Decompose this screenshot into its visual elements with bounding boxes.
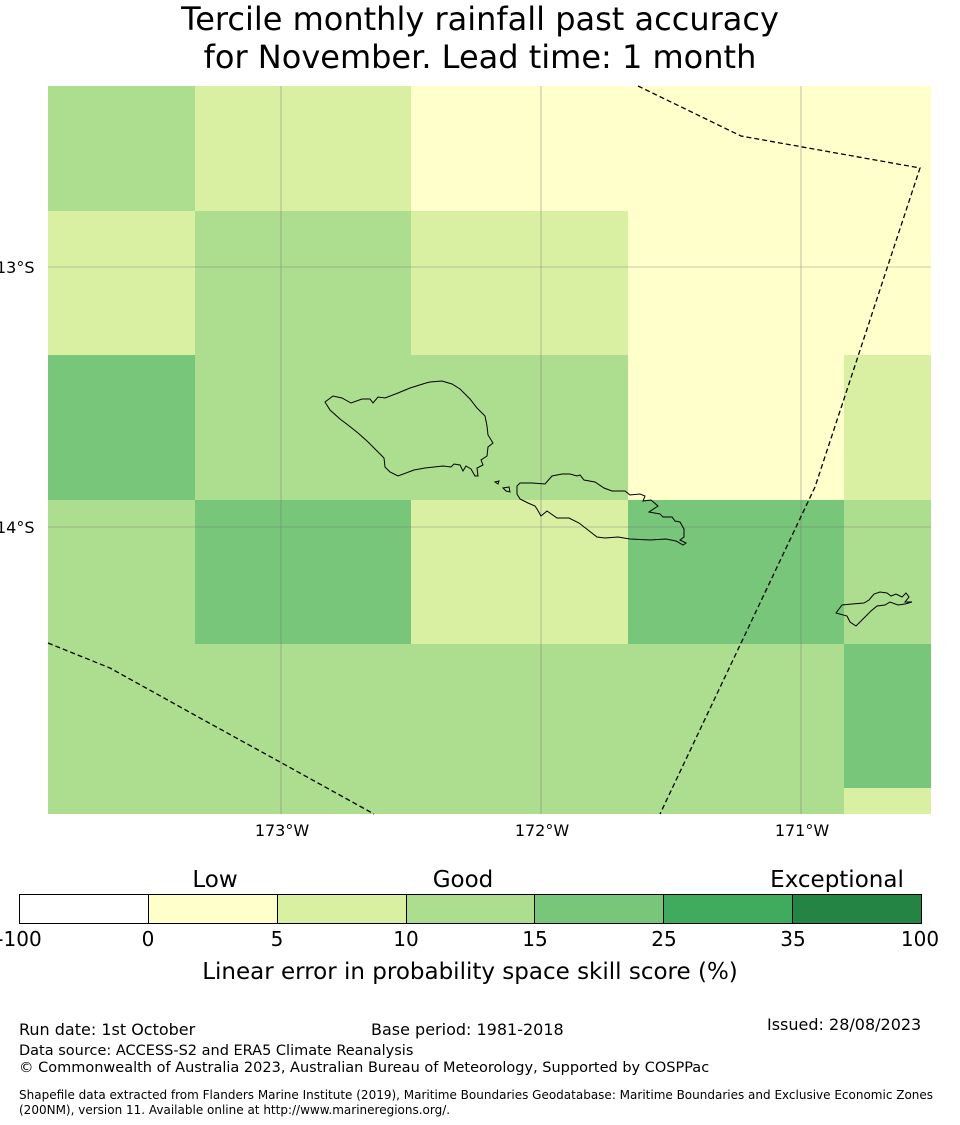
map-title: Tercile monthly rainfall past accuracy f… xyxy=(0,0,960,76)
grid-cell xyxy=(628,500,844,644)
colorbar-tick: 5 xyxy=(270,927,284,951)
grid-cell xyxy=(195,500,411,644)
grid-cell xyxy=(48,355,195,500)
skill-score-map xyxy=(47,85,931,815)
grid-cell xyxy=(844,644,931,788)
colorbar-segment xyxy=(20,895,149,923)
lon-label-172w: 172°W xyxy=(514,821,570,840)
map-title-line-2: for November. Lead time: 1 month xyxy=(203,38,757,76)
lat-label-13s: 13°S xyxy=(0,258,35,277)
grid-cell xyxy=(844,788,931,814)
colorbar xyxy=(19,894,922,924)
grid-cell xyxy=(628,211,931,355)
category-low: Low xyxy=(192,867,238,893)
colorbar-segment xyxy=(277,895,407,923)
colorbar-tick: 10 xyxy=(393,927,419,951)
colorbar-segment xyxy=(406,895,536,923)
grid-cell xyxy=(411,86,931,211)
grid-cell xyxy=(48,211,195,355)
graticule xyxy=(48,86,931,814)
savaii-island-outline xyxy=(324,380,494,477)
grid-cell xyxy=(411,500,628,644)
colorbar-segment xyxy=(793,895,922,923)
lat-label-14s: 14°S xyxy=(0,518,35,537)
colorbar-tick: 35 xyxy=(780,927,806,951)
grid-cell xyxy=(628,355,844,500)
grid-cell xyxy=(844,355,931,500)
grid-cell xyxy=(195,86,411,211)
copyright: © Commonwealth of Australia 2023, Austra… xyxy=(19,1060,710,1076)
manono-island-outline xyxy=(501,486,511,493)
colorbar-axis-label: Linear error in probability space skill … xyxy=(202,959,738,985)
colorbar-tick: 25 xyxy=(651,927,677,951)
eez-boundary-south xyxy=(47,642,375,815)
maritime-boundary-icon xyxy=(47,85,921,815)
category-exceptional: Exceptional xyxy=(770,867,904,893)
map-title-line-1: Tercile monthly rainfall past accuracy xyxy=(181,0,779,38)
run-date: Run date: 1st October xyxy=(19,1020,196,1039)
colorbar-segment xyxy=(148,895,278,923)
grid-cell xyxy=(411,211,628,355)
lon-label-173w: 173°W xyxy=(254,821,310,840)
shapefile-credit-line-1: Shapefile data extracted from Flanders M… xyxy=(19,1088,934,1102)
colorbar-tick: 15 xyxy=(522,927,548,951)
skill-grid xyxy=(48,86,931,814)
base-period: Base period: 1981-2018 xyxy=(371,1020,564,1039)
upolu-island-outline xyxy=(516,473,687,546)
grid-cell xyxy=(195,211,411,355)
colorbar-segment xyxy=(535,895,665,923)
grid-cell xyxy=(48,500,195,644)
grid-cell xyxy=(195,355,628,500)
colorbar-tick: -100 xyxy=(0,927,42,951)
grid-cell xyxy=(844,500,931,644)
tutuila-island-outline xyxy=(835,591,913,627)
island-outline-icon xyxy=(324,380,913,627)
grid-cell xyxy=(48,86,195,211)
colorbar-segment xyxy=(664,895,794,923)
apolima-island-outline xyxy=(493,480,500,485)
colorbar-tick: 0 xyxy=(141,927,155,951)
data-source: Data source: ACCESS-S2 and ERA5 Climate … xyxy=(19,1043,414,1059)
colorbar-tick: 100 xyxy=(900,927,940,951)
shapefile-credit-line-2: (200NM), version 11. Available online at… xyxy=(19,1103,451,1117)
eez-boundary-north xyxy=(637,85,921,815)
grid-cell xyxy=(48,644,844,814)
issued-date: Issued: 28/08/2023 xyxy=(767,1015,922,1034)
lon-label-171w: 171°W xyxy=(774,821,830,840)
category-good: Good xyxy=(432,867,494,893)
